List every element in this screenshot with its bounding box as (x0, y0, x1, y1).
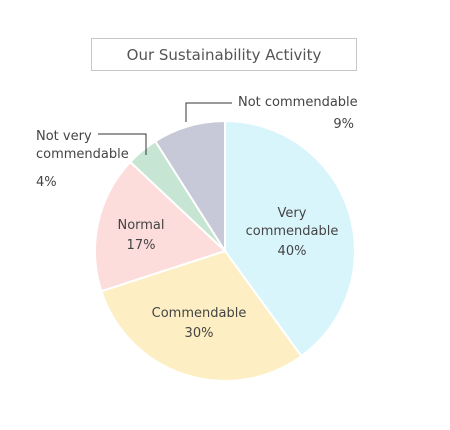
slice-label-not-very-commendable: commendable (36, 147, 129, 162)
slice-label-very-commendable: Very (278, 206, 307, 221)
slice-label-not-very-commendable: Not very (36, 129, 92, 144)
slice-value-commendable: 30% (185, 326, 214, 341)
leader-line-not-very-commendable (98, 133, 147, 155)
slice-label-commendable: Commendable (152, 306, 247, 321)
leader-line-not-commendable (185, 102, 232, 122)
slice-value-normal: 17% (127, 238, 156, 253)
slice-label-not-commendable: Not commendable (238, 95, 358, 110)
pie-slice-commendable (100, 249, 303, 382)
slice-value-not-commendable: 9% (333, 117, 354, 132)
pie-slice-normal (94, 160, 227, 293)
slice-label-normal: Normal (117, 218, 164, 233)
slice-value-very-commendable: 40% (278, 244, 307, 259)
pie-slice-very-commendable (224, 119, 356, 358)
slice-value-not-very-commendable: 4% (36, 175, 57, 190)
slice-label-very-commendable: commendable (246, 224, 339, 239)
chart-title: Our Sustainability Activity (91, 38, 357, 71)
pie-slice-not-commendable (153, 119, 226, 255)
